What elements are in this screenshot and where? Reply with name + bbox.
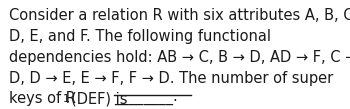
Text: 1: 1	[63, 94, 70, 104]
Text: Consider a relation R with six attributes A, B, C,: Consider a relation R with six attribute…	[9, 8, 350, 23]
Text: dependencies hold: AB → C, B → D, AD → F, C →: dependencies hold: AB → C, B → D, AD → F…	[9, 50, 350, 65]
Text: (DEF) is: (DEF) is	[71, 91, 127, 106]
Text: D, E, and F. The following functional: D, E, and F. The following functional	[9, 29, 271, 44]
Text: ________.: ________.	[114, 91, 177, 106]
Text: keys of R: keys of R	[9, 91, 76, 106]
Text: D, D → E, E → F, F → D. The number of super: D, D → E, E → F, F → D. The number of su…	[9, 71, 334, 86]
